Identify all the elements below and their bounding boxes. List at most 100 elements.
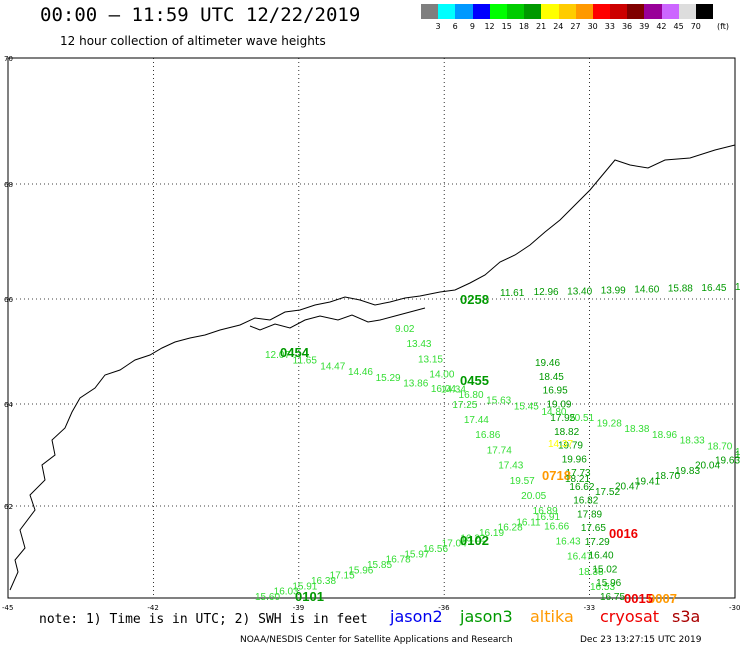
color-scale-label: 36 xyxy=(621,22,633,31)
swh-value: 19.79 xyxy=(558,441,583,452)
swh-value: 16.75 xyxy=(600,592,625,603)
axis-tick-labels: -45 -42 -39 -36 -33 -30 62 64 66 68 70 xyxy=(2,55,740,612)
swh-value: 12.96 xyxy=(534,287,559,298)
swh-value: 16.82 xyxy=(573,496,598,507)
swh-value: 17.54 xyxy=(735,450,740,461)
swh-value: 18.45 xyxy=(539,372,564,383)
swh-value: 16.03 xyxy=(274,587,299,598)
swh-value: 16.80 xyxy=(459,390,484,401)
lon-tick-label: -33 xyxy=(584,604,595,612)
lon-tick-label: -36 xyxy=(438,604,450,612)
track-jason3: 12.0711.6514.4714.4615.2913.8616.0416.80… xyxy=(265,345,740,458)
swh-value: 17.43 xyxy=(498,461,523,472)
swh-value: 15.96 xyxy=(348,565,373,576)
swh-value: 15.60 xyxy=(255,592,280,603)
swh-value: 16.53 xyxy=(590,582,615,593)
track-jason3: 0101 xyxy=(295,589,324,604)
legend-jason3: jason3 xyxy=(460,607,513,626)
lat-tick-label: 68 xyxy=(4,181,13,189)
swh-value: 16.56 xyxy=(423,544,448,555)
swh-value: 14.00 xyxy=(429,370,454,381)
swh-value: 16.11 xyxy=(516,517,541,528)
legend-cryosat: cryosat xyxy=(600,607,660,626)
swh-value: 16.95 xyxy=(543,386,568,397)
swh-value: 16.40 xyxy=(589,551,614,562)
color-scale-swatch: 70 xyxy=(678,4,701,31)
color-scale-swatch: 36 xyxy=(610,4,632,31)
lon-tick-label: -42 xyxy=(147,604,158,612)
swh-value: 16.38 xyxy=(311,576,336,587)
lat-tick-label: 66 xyxy=(4,296,13,304)
lon-tick-label: -39 xyxy=(293,604,304,612)
color-scale-label: 33 xyxy=(604,22,615,31)
color-scale-swatch: 42 xyxy=(644,4,667,31)
swh-value: 19.46 xyxy=(535,358,560,369)
lat-tick-label: 62 xyxy=(4,503,13,511)
swh-value: 15.91 xyxy=(292,581,317,592)
swh-value: 15.97 xyxy=(404,549,429,560)
color-scale-legend: 3 6 9 12 15 18 21 24 27 30 33 36 39 42 45 70 xyxy=(421,4,714,31)
swh-value: 16.45 xyxy=(701,283,726,294)
swh-value: 18.33 xyxy=(680,436,705,447)
track-time-label: 0101 xyxy=(295,589,324,604)
swh-value: 18.38 xyxy=(624,424,649,435)
legend-jason2: jason2 xyxy=(390,607,443,626)
swh-value: 17.65 xyxy=(581,523,606,534)
color-scale-label: 18 xyxy=(518,22,530,31)
swh-value: 13.40 xyxy=(567,286,592,297)
swh-value: 16.04 xyxy=(431,384,456,395)
color-scale-label: 27 xyxy=(570,22,581,31)
timestamp-text: Dec 23 13:27:15 UTC 2019 xyxy=(580,635,702,645)
color-scale-label: 6 xyxy=(452,22,458,31)
track-jason3: 19.46 18.45 16.95 19.09 17.95 18.82 19.79 19.96… xyxy=(535,358,625,603)
track-altika: 0718 14.37 18.21 0007 xyxy=(542,439,677,606)
color-scale-label: 70 xyxy=(690,22,701,31)
map-frame xyxy=(7,57,736,599)
swh-value: 17.89 xyxy=(577,509,602,520)
swh-value: 20.05 xyxy=(521,491,546,502)
track-time-label: 0016 xyxy=(609,526,638,541)
coastline-path xyxy=(9,144,736,591)
track-jason3: 9.02 13.43 13.15 14.00 14.34 17.25 17.44 16.86 1… xyxy=(395,324,615,593)
track-time-label: 0454 xyxy=(280,345,310,360)
swh-value: 18.70 xyxy=(707,441,732,452)
swh-value: 19.83 xyxy=(675,466,700,477)
color-scale-swatch: 24 xyxy=(541,4,563,31)
satellite-tracks: 11.61 12.96 13.40 13.99 14.60 15.88 16.45 16.78… xyxy=(255,282,740,606)
swh-value: 18.96 xyxy=(652,430,677,441)
swh-value: 17.15 xyxy=(330,571,355,582)
swh-value: 19.63 xyxy=(715,455,740,466)
swh-value: 15.96 xyxy=(596,578,621,589)
swh-value: 16.91 xyxy=(535,512,560,523)
track-time-label: 0102 xyxy=(460,533,489,548)
greenland-coastline xyxy=(9,144,736,591)
swh-value: 11.61 xyxy=(500,288,525,299)
lat-lon-grid xyxy=(7,57,736,599)
color-scale-label: 45 xyxy=(673,22,684,31)
color-scale-unit: (ft) xyxy=(717,22,730,31)
color-scale-swatch: 9 xyxy=(455,4,475,31)
swh-value: 19.28 xyxy=(597,418,622,429)
swh-value: 14.37 xyxy=(548,439,573,450)
swh-value: 19.96 xyxy=(562,454,587,465)
swh-value: 15.02 xyxy=(592,564,617,575)
lon-tick-label: -30 xyxy=(729,604,740,612)
swh-value: 15.63 xyxy=(486,396,511,407)
color-scale-label: 15 xyxy=(501,22,512,31)
swh-value: 16.47 xyxy=(567,552,592,563)
swh-value: 18.21 xyxy=(565,474,590,485)
color-scale-swatch: 30 xyxy=(575,4,598,31)
swh-value: 17.44 xyxy=(464,415,489,426)
lat-tick-label: 70 xyxy=(4,55,13,63)
color-scale-swatch: 27 xyxy=(558,4,581,31)
swh-value: 16.28 xyxy=(498,523,523,534)
swh-value: 19.41 xyxy=(635,476,660,487)
color-scale-swatch: 21 xyxy=(524,4,546,31)
footnote: note: 1) Time is in UTC; 2) SWH is in fe… xyxy=(39,612,368,627)
swh-value: 16.89 xyxy=(533,506,558,517)
swh-value: 16.19 xyxy=(479,528,504,539)
color-scale-swatch xyxy=(696,4,714,19)
color-scale-label: 9 xyxy=(469,22,475,31)
color-scale-label: 24 xyxy=(553,22,564,31)
